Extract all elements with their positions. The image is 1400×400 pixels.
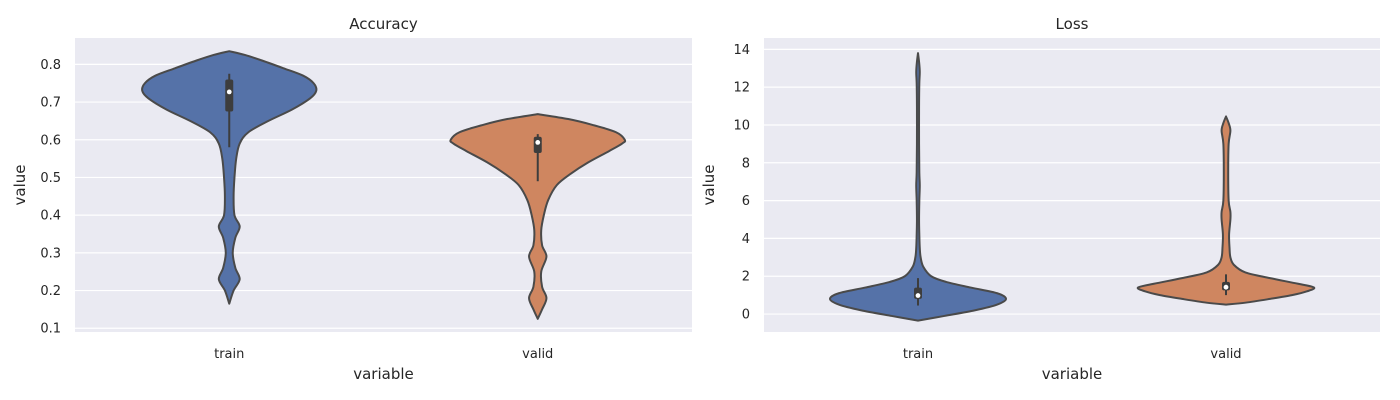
chart-title: Loss [1056, 15, 1089, 33]
x-tick-label: train [903, 347, 933, 362]
panel-loss: 0 2 4 6 8 10 12 14 Loss variable value train valid [700, 15, 1380, 383]
y-axis-label: value [700, 165, 718, 206]
y-tick-label: 0.1 [40, 322, 61, 337]
chart-title: Accuracy [349, 15, 418, 33]
violin-train [829, 52, 1007, 322]
median-point-train [915, 293, 921, 298]
y-tick-label: 12 [733, 81, 750, 96]
x-axis-label: variable [1042, 365, 1103, 383]
y-tick-label: 0.7 [40, 96, 61, 111]
median-point-valid [1223, 284, 1229, 290]
violin-valid [449, 113, 627, 320]
x-axis-label: variable [353, 365, 414, 383]
iqr-box-train [225, 79, 234, 112]
x-tick-label: train [214, 347, 244, 362]
y-tick-label: 0.6 [40, 133, 61, 148]
y-tick-label: 0.8 [40, 58, 61, 73]
violin-valid [1136, 115, 1316, 306]
y-tick-label: 0.4 [40, 209, 61, 224]
x-tick-label: valid [522, 347, 553, 362]
x-tick-label: valid [1210, 347, 1241, 362]
y-tick-label: 10 [733, 118, 750, 133]
y-tick-label: 6 [742, 194, 750, 209]
y-axis-label: value [11, 165, 29, 206]
y-tick-label: 0 [742, 308, 750, 323]
y-tick-label: 14 [733, 43, 750, 58]
iqr-box-valid [533, 136, 542, 153]
median-point-valid [535, 140, 541, 145]
y-tick-label: 0.3 [40, 246, 61, 261]
median-point-train [226, 89, 232, 95]
y-tick-label: 8 [742, 156, 750, 171]
y-tick-label: 2 [742, 270, 750, 285]
violin-train [141, 50, 318, 305]
y-tick-label: 0.5 [40, 171, 61, 186]
y-tick-label: 0.2 [40, 284, 61, 299]
y-tick-label: 4 [742, 232, 750, 247]
panel-accuracy: 0.1 0.2 0.3 0.4 0.5 0.6 0.7 0.8 Accuracy variable… [11, 15, 692, 383]
